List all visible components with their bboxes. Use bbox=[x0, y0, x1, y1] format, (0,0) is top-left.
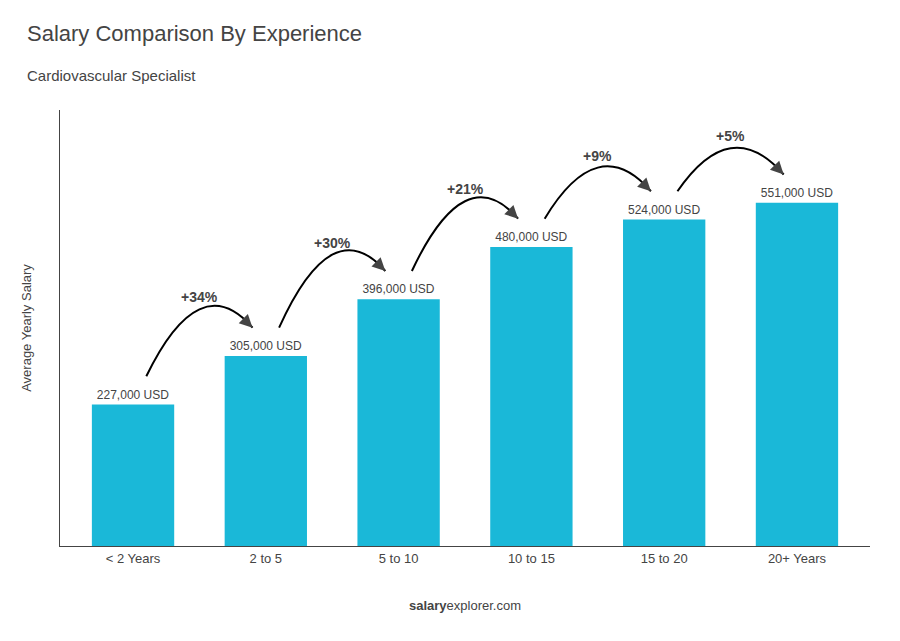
svg-text:5 to 10: 5 to 10 bbox=[379, 551, 419, 566]
svg-text:+9%: +9% bbox=[583, 148, 612, 164]
svg-text:305,000 USD: 305,000 USD bbox=[230, 339, 302, 353]
svg-text:Salary Comparison By Experienc: Salary Comparison By Experience bbox=[27, 21, 362, 46]
svg-text:20+ Years: 20+ Years bbox=[768, 551, 827, 566]
svg-text:2 to 5: 2 to 5 bbox=[250, 551, 283, 566]
svg-text:+30%: +30% bbox=[314, 235, 351, 251]
svg-text:10 to 15: 10 to 15 bbox=[508, 551, 555, 566]
svg-text:396,000 USD: 396,000 USD bbox=[362, 282, 434, 296]
svg-text:551,000 USD: 551,000 USD bbox=[761, 186, 833, 200]
svg-text:< 2 Years: < 2 Years bbox=[106, 551, 161, 566]
svg-text:+21%: +21% bbox=[447, 181, 484, 197]
svg-text:salaryexplorer.com: salaryexplorer.com bbox=[409, 598, 521, 613]
svg-text:Cardiovascular Specialist: Cardiovascular Specialist bbox=[27, 67, 196, 84]
svg-text:Average Yearly Salary: Average Yearly Salary bbox=[19, 264, 34, 392]
svg-text:15 to 20: 15 to 20 bbox=[641, 551, 688, 566]
svg-text:524,000 USD: 524,000 USD bbox=[628, 203, 700, 217]
svg-text:+5%: +5% bbox=[716, 128, 745, 144]
svg-text:480,000 USD: 480,000 USD bbox=[495, 230, 567, 244]
svg-text:227,000 USD: 227,000 USD bbox=[97, 388, 169, 402]
svg-text:+34%: +34% bbox=[181, 289, 218, 305]
